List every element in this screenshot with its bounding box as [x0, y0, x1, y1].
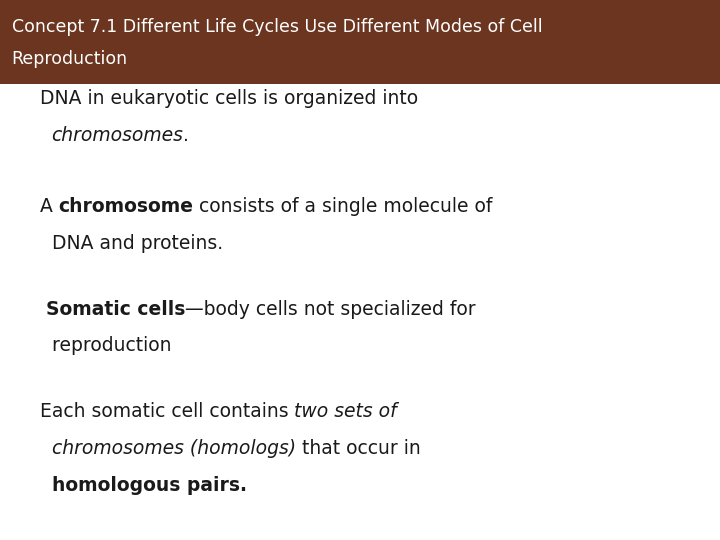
Text: Reproduction: Reproduction [12, 50, 127, 68]
Text: —body cells not specialized for: —body cells not specialized for [185, 300, 476, 319]
Text: chromosome: chromosome [58, 197, 194, 216]
Text: .: . [184, 126, 189, 145]
Text: chromosomes (homologs): chromosomes (homologs) [52, 439, 296, 458]
Text: DNA in eukaryotic cells is organized into: DNA in eukaryotic cells is organized int… [40, 89, 418, 108]
Text: reproduction: reproduction [40, 336, 171, 355]
Text: homologous pairs.: homologous pairs. [52, 476, 246, 495]
Bar [0, 0, 720, 84]
Text: Concept 7.1 Different Life Cycles Use Different Modes of Cell: Concept 7.1 Different Life Cycles Use Di… [12, 18, 542, 36]
Text: that occur in: that occur in [296, 439, 420, 458]
Text: A: A [40, 197, 58, 216]
Text: Each somatic cell contains: Each somatic cell contains [40, 402, 294, 421]
Text: DNA and proteins.: DNA and proteins. [40, 234, 222, 253]
Text: consists of a single molecule of: consists of a single molecule of [194, 197, 493, 216]
Text: Somatic cells: Somatic cells [45, 300, 185, 319]
Text: chromosomes: chromosomes [52, 126, 184, 145]
Text: two sets of: two sets of [294, 402, 397, 421]
